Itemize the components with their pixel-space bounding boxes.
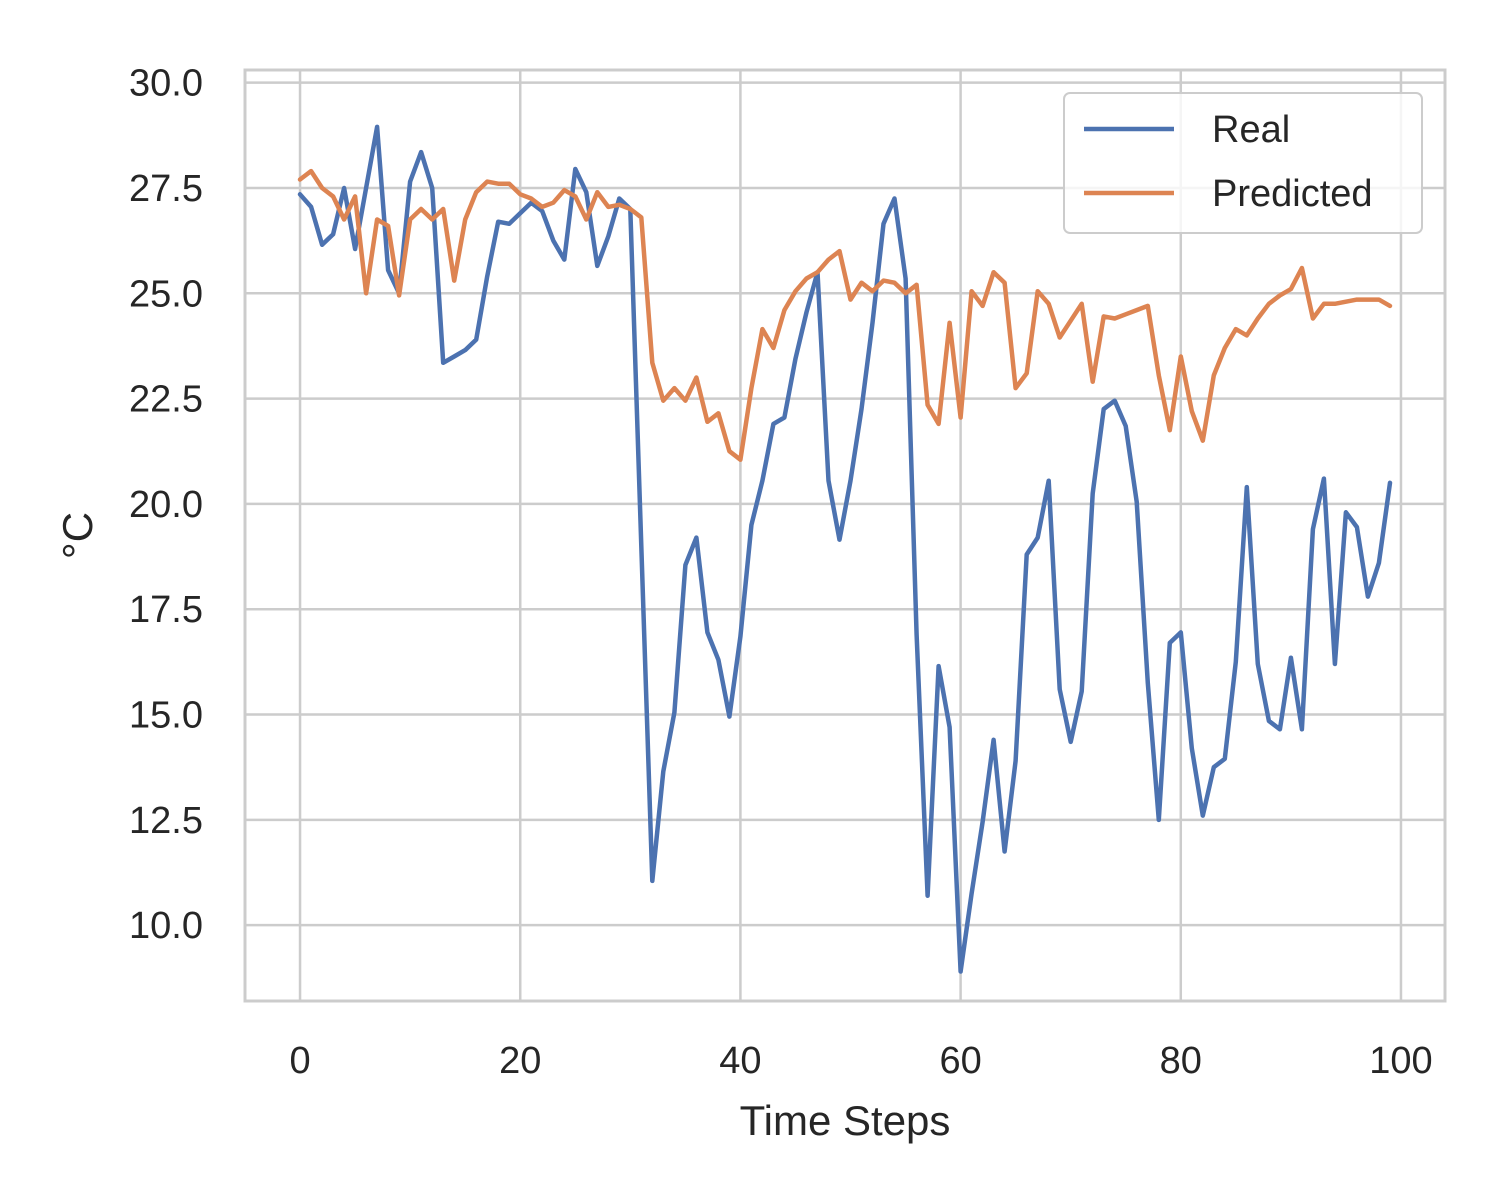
series-lines <box>297 124 1393 974</box>
plot-frame <box>243 68 1447 1003</box>
x-tick-label: 40 <box>719 1040 761 1082</box>
legend-label-predicted: Predicted <box>1212 173 1373 215</box>
y-tick-label: 25.0 <box>129 273 203 315</box>
y-tick-label: 15.0 <box>129 695 203 737</box>
y-tick-label: 22.5 <box>129 379 203 421</box>
grid <box>245 70 1445 1001</box>
x-tick-label: 100 <box>1369 1040 1432 1082</box>
y-tick-label: 10.0 <box>129 905 203 947</box>
y-tick-label: 27.5 <box>129 168 203 210</box>
y-tick-label: 17.5 <box>129 589 203 631</box>
x-tick-label: 80 <box>1160 1040 1202 1082</box>
y-axis-title: °C <box>54 512 101 559</box>
legend: Real Predicted <box>1063 92 1423 234</box>
x-tick-label: 0 <box>289 1040 310 1082</box>
x-axis-ticks: 0 20 40 60 80 100 <box>289 1040 1432 1082</box>
y-axis-ticks: 10.0 12.5 15.0 17.5 20.0 22.5 25.0 27.5 30.0 <box>129 63 203 948</box>
series-line-predicted <box>297 168 1393 462</box>
legend-label-real: Real <box>1212 109 1290 151</box>
x-axis-title: Time Steps <box>740 1097 951 1144</box>
x-tick-label: 60 <box>939 1040 981 1082</box>
y-tick-label: 20.0 <box>129 484 203 526</box>
y-tick-label: 12.5 <box>129 800 203 842</box>
x-tick-label: 20 <box>499 1040 541 1082</box>
series-line-real <box>297 124 1393 974</box>
y-tick-label: 30.0 <box>129 63 203 105</box>
